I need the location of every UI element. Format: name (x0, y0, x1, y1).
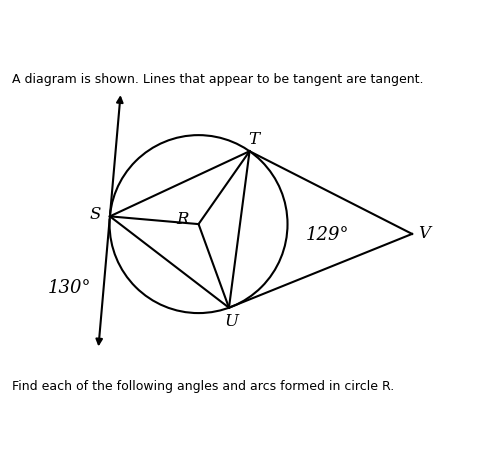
Text: R: R (176, 211, 189, 228)
Text: T: T (248, 131, 260, 148)
Text: V: V (418, 225, 430, 241)
Text: S: S (89, 206, 101, 223)
Text: A diagram is shown. Lines that appear to be tangent are tangent.: A diagram is shown. Lines that appear to… (12, 73, 424, 86)
Text: U: U (224, 314, 238, 330)
Text: 129°: 129° (306, 226, 350, 244)
Text: Find each of the following angles and arcs formed in circle R.: Find each of the following angles and ar… (12, 380, 394, 393)
Text: 130°: 130° (48, 279, 92, 297)
